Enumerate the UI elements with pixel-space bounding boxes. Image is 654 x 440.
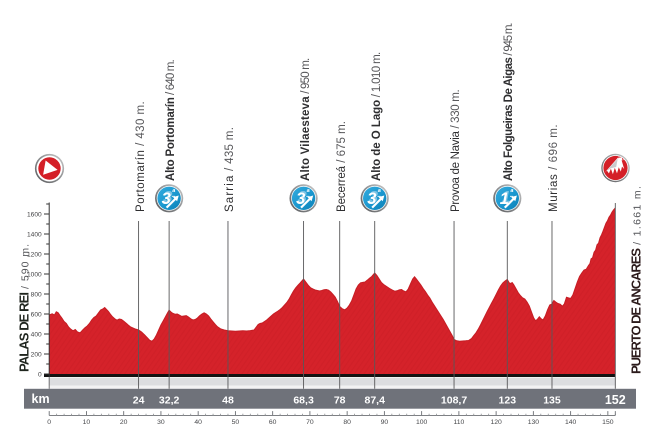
svg-text:1: 1 xyxy=(500,190,509,208)
svg-text:1000: 1000 xyxy=(27,271,42,278)
svg-text:km: km xyxy=(32,392,50,406)
svg-text:90: 90 xyxy=(381,419,389,426)
svg-text:130: 130 xyxy=(528,419,540,426)
svg-text:120: 120 xyxy=(490,419,502,426)
svg-text:3: 3 xyxy=(367,190,376,208)
svg-text:10: 10 xyxy=(83,419,91,426)
svg-text:3: 3 xyxy=(298,189,307,207)
svg-text:3: 3 xyxy=(369,189,378,207)
svg-text:Sarria / 435 m.: Sarria / 435 m. xyxy=(224,127,236,212)
svg-text:32,2: 32,2 xyxy=(159,395,180,407)
svg-text:3: 3 xyxy=(163,189,172,207)
svg-text:Becerreá / 675 m.: Becerreá / 675 m. xyxy=(336,121,348,212)
svg-text:30: 30 xyxy=(157,419,165,426)
svg-text:150: 150 xyxy=(602,419,614,426)
svg-text:123: 123 xyxy=(499,395,517,407)
svg-text:400: 400 xyxy=(31,331,42,338)
svg-text:Murias / 696 m.: Murias / 696 m. xyxy=(548,124,560,212)
svg-text:152: 152 xyxy=(605,393,626,407)
svg-text:80: 80 xyxy=(343,419,351,426)
svg-text:50: 50 xyxy=(232,419,240,426)
svg-text:87,4: 87,4 xyxy=(364,395,385,407)
svg-text:108,7: 108,7 xyxy=(441,395,467,407)
svg-text:ª: ª xyxy=(306,187,310,197)
svg-text:Portomarín / 430 m.: Portomarín / 430 m. xyxy=(135,101,147,212)
svg-text:70: 70 xyxy=(306,419,314,426)
svg-text:1200: 1200 xyxy=(27,251,42,258)
svg-text:800: 800 xyxy=(31,291,42,298)
svg-text:3: 3 xyxy=(162,190,171,208)
svg-text:48: 48 xyxy=(222,395,234,407)
svg-text:1: 1 xyxy=(501,189,510,207)
svg-text:140: 140 xyxy=(565,419,577,426)
svg-text:1400: 1400 xyxy=(27,231,42,238)
svg-text:200: 200 xyxy=(31,351,42,358)
svg-text:Alto Vilaesteva / 950 m.: Alto Vilaesteva / 950 m. xyxy=(300,58,312,181)
svg-text:600: 600 xyxy=(31,311,42,318)
svg-text:135: 135 xyxy=(543,395,561,407)
svg-text:78: 78 xyxy=(334,395,346,407)
svg-text:0: 0 xyxy=(38,371,42,378)
svg-text:0: 0 xyxy=(47,419,51,426)
svg-text:PUERTO DE ANCARES / 1.661 m.: PUERTO DE ANCARES / 1.661 m. xyxy=(629,186,644,374)
svg-text:24: 24 xyxy=(133,395,145,407)
svg-text:3: 3 xyxy=(296,190,305,208)
svg-text:100: 100 xyxy=(416,419,428,426)
svg-text:110: 110 xyxy=(453,419,464,426)
svg-text:ª: ª xyxy=(510,187,514,197)
svg-text:PALAS DE REI / 590 m.: PALAS DE REI / 590 m. xyxy=(17,244,32,372)
svg-text:Alto de O Lago / 1.010 m.: Alto de O Lago / 1.010 m. xyxy=(371,52,383,181)
svg-text:60: 60 xyxy=(269,419,277,426)
svg-text:ª: ª xyxy=(377,187,381,197)
svg-text:40: 40 xyxy=(194,419,202,426)
svg-text:Alto Portomarín / 640 m.: Alto Portomarín / 640 m. xyxy=(165,59,177,181)
svg-text:Alto Folgueiras De Aigas / 945: Alto Folgueiras De Aigas / 945 m. xyxy=(503,23,515,181)
svg-text:1600: 1600 xyxy=(27,211,42,218)
svg-text:ª: ª xyxy=(172,187,176,197)
svg-text:20: 20 xyxy=(120,419,128,426)
svg-text:68,3: 68,3 xyxy=(293,395,314,407)
svg-text:Provoa de Navia / 330 m.: Provoa de Navia / 330 m. xyxy=(450,89,462,212)
